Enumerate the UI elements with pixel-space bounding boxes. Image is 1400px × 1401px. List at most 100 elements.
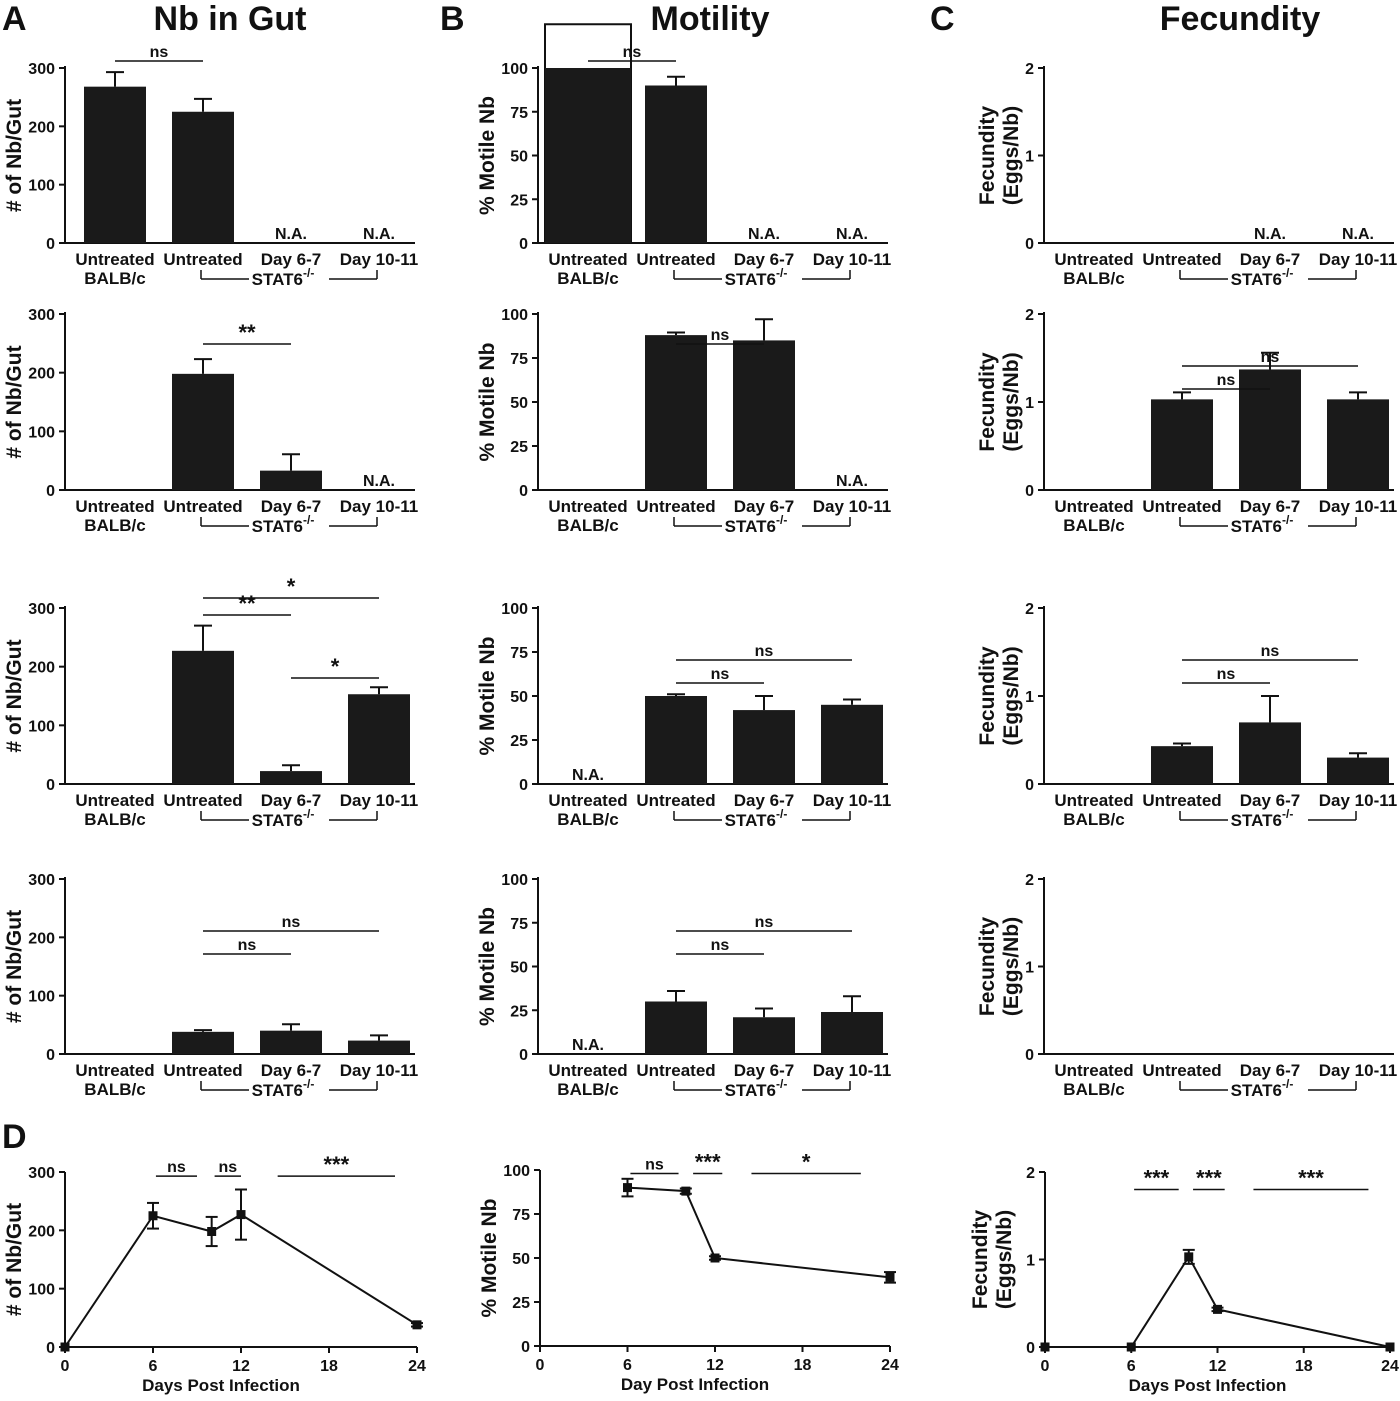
na-label: N.A. bbox=[836, 226, 868, 243]
x-tick-label: 6 bbox=[623, 1357, 632, 1374]
y-axis-label: # of Nb/Gut bbox=[3, 639, 26, 752]
x-tick-label: 18 bbox=[794, 1357, 812, 1374]
chart-D2: 0 25 50 75 100 0 6 12 18 24 Day Post Infection % Mo… bbox=[478, 1150, 899, 1394]
x-tick-label: 6 bbox=[149, 1358, 158, 1375]
y-tick-label: 0 bbox=[46, 1047, 55, 1064]
significance-label: *** bbox=[1298, 1166, 1324, 1191]
significance-label: ns bbox=[1261, 643, 1280, 660]
significance-label: ns bbox=[150, 44, 169, 61]
data-point bbox=[1126, 1342, 1136, 1352]
category-label: Untreated bbox=[548, 791, 627, 810]
y-tick-label: 200 bbox=[28, 1223, 55, 1240]
chart-B1: 0 25 50 75 100 % Motile Nb Untreated Untreated N… bbox=[476, 23, 891, 289]
bar bbox=[172, 373, 234, 490]
group-label-balbc: BALB/c bbox=[557, 516, 618, 535]
y-tick-label: 50 bbox=[510, 960, 528, 977]
significance-label: ns bbox=[711, 666, 730, 683]
group-label-balbc: BALB/c bbox=[557, 810, 618, 829]
y-tick-label: 25 bbox=[510, 192, 528, 209]
bar bbox=[645, 85, 707, 243]
y-axis-label: % Motile Nb bbox=[476, 96, 499, 215]
y-tick-label: 0 bbox=[519, 777, 528, 794]
na-label: N.A. bbox=[572, 767, 604, 784]
group-label-stat6: STAT6-/- bbox=[1231, 807, 1294, 830]
y-tick-label: 100 bbox=[503, 1163, 530, 1180]
category-label: Day 10-11 bbox=[813, 1061, 891, 1080]
y-axis-label: # of Nb/Gut bbox=[3, 99, 26, 212]
group-label-stat6: STAT6-/- bbox=[252, 807, 315, 830]
x-tick-label: 18 bbox=[320, 1358, 338, 1375]
significance-label: ** bbox=[238, 320, 256, 345]
y-tick-label: 300 bbox=[28, 307, 55, 324]
y-tick-label: 200 bbox=[28, 366, 55, 383]
bar bbox=[172, 650, 234, 784]
bar bbox=[172, 111, 234, 243]
significance-label: * bbox=[802, 1150, 811, 1175]
y-axis-label: Fecundity bbox=[976, 106, 999, 205]
category-label: Day 6-7 bbox=[1240, 497, 1300, 516]
bar-fill bbox=[545, 68, 631, 243]
bar bbox=[348, 694, 410, 784]
bar bbox=[645, 1001, 707, 1054]
chart-C4: 0 1 2 Fecundity (Eggs/Nb) Untreated Untreated D… bbox=[976, 872, 1397, 1100]
group-label-stat6: STAT6-/- bbox=[252, 1077, 315, 1100]
y-axis-label: % Motile Nb bbox=[476, 907, 499, 1026]
category-label: Day 10-11 bbox=[1319, 791, 1397, 810]
y-tick-label: 1 bbox=[1025, 395, 1034, 412]
category-label: Day 6-7 bbox=[734, 791, 794, 810]
category-label: Untreated bbox=[548, 250, 627, 269]
significance-label: ns bbox=[282, 914, 301, 931]
category-label: Untreated bbox=[163, 497, 242, 516]
group-label-balbc: BALB/c bbox=[557, 269, 618, 288]
chart-D1: 0 100 200 300 0 6 12 18 24 Days Post Infection # o… bbox=[3, 1152, 426, 1395]
category-label: Day 10-11 bbox=[1319, 497, 1397, 516]
y-axis-label: % Motile Nb bbox=[478, 1199, 501, 1318]
y-tick-label: 200 bbox=[28, 660, 55, 677]
significance-label: *** bbox=[1144, 1166, 1170, 1191]
y-tick-label: 0 bbox=[46, 236, 55, 253]
chart-C2: 0 1 2 Fecundity (Eggs/Nb) Untreated Untreated D… bbox=[976, 307, 1397, 536]
bar bbox=[84, 86, 146, 244]
chart-B4: 0 25 50 75 100 % Motile Nb N.A. Untreated Untrea… bbox=[476, 872, 891, 1100]
y-tick-label: 75 bbox=[510, 916, 528, 933]
group-label-balbc: BALB/c bbox=[557, 1080, 618, 1099]
significance-label: ns bbox=[623, 44, 642, 61]
na-label: N.A. bbox=[1342, 226, 1374, 243]
category-label: Untreated bbox=[636, 1061, 715, 1080]
category-label: Untreated bbox=[548, 497, 627, 516]
bar bbox=[821, 1012, 883, 1054]
category-label: Day 10-11 bbox=[340, 1061, 418, 1080]
y-axis-label: Fecundity bbox=[969, 1210, 992, 1309]
y-tick-label: 0 bbox=[1025, 1047, 1034, 1064]
category-label: Day 10-11 bbox=[813, 250, 891, 269]
category-label: Untreated bbox=[1142, 791, 1221, 810]
significance-label: * bbox=[287, 574, 296, 599]
x-tick-label: 6 bbox=[1127, 1358, 1136, 1375]
y-axis-label: # of Nb/Gut bbox=[3, 1203, 26, 1316]
y-tick-label: 75 bbox=[510, 105, 528, 122]
y-tick-label: 25 bbox=[512, 1295, 530, 1312]
group-label-balbc: BALB/c bbox=[84, 269, 145, 288]
category-label: Day 10-11 bbox=[813, 497, 891, 516]
na-label: N.A. bbox=[748, 226, 780, 243]
bar bbox=[1327, 757, 1389, 784]
significance-label: ns bbox=[755, 643, 774, 660]
panel-letter-b: B bbox=[440, 0, 465, 38]
category-label: Untreated bbox=[163, 250, 242, 269]
significance-label: ns bbox=[711, 937, 730, 954]
data-point bbox=[710, 1253, 720, 1263]
bar bbox=[260, 771, 322, 784]
category-label: Day 10-11 bbox=[340, 250, 418, 269]
x-axis-label: Days Post Infection bbox=[1129, 1376, 1287, 1395]
na-label: N.A. bbox=[275, 226, 307, 243]
data-point bbox=[885, 1272, 895, 1282]
y-tick-label: 0 bbox=[46, 1340, 55, 1357]
category-label: Untreated bbox=[75, 497, 154, 516]
y-tick-label: 75 bbox=[510, 645, 528, 662]
chart-A1: 0 100 200 300 # of Nb/Gut Untreated Untreated N… bbox=[3, 44, 418, 289]
significance-label: ns bbox=[238, 937, 257, 954]
significance-label: *** bbox=[1196, 1166, 1222, 1191]
y-tick-label: 0 bbox=[1025, 777, 1034, 794]
